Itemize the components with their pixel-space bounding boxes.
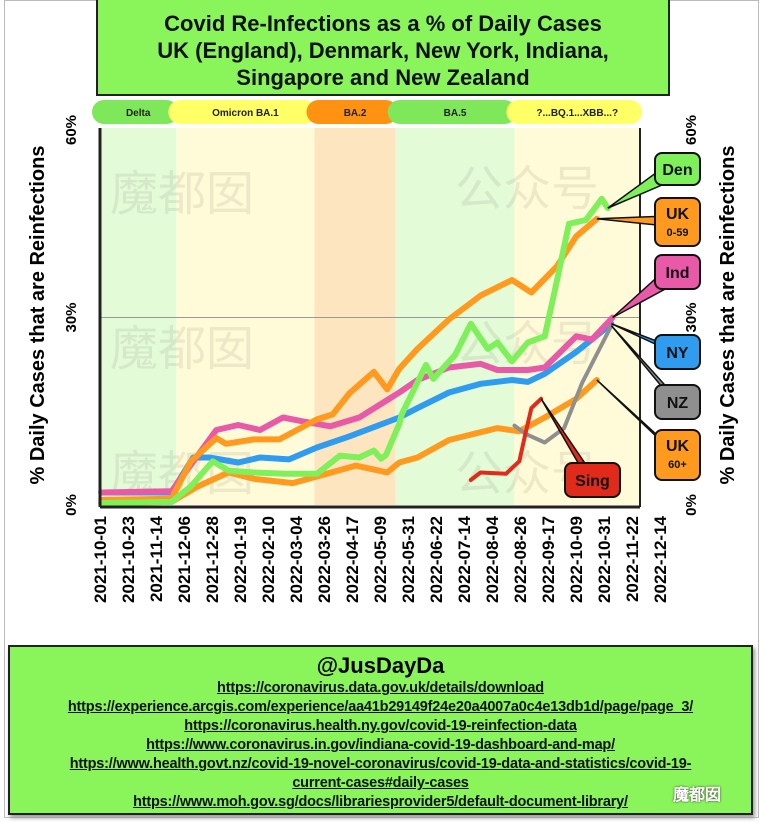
y-axis-label-right: % Daily Cases that are Reinfections <box>717 145 739 484</box>
author-handle: @JusDayDa <box>316 653 445 678</box>
x-tick-label: 2021-12-06 <box>175 516 194 603</box>
source-link-uk[interactable]: https://coronavirus.data.gov.uk/details/… <box>217 680 544 696</box>
x-tick-label: 2022-07-14 <box>455 515 474 603</box>
watermark-text: 魔都囡 <box>110 166 254 222</box>
chart-title-line-2: UK (England), Denmark, New York, Indiana… <box>157 38 609 63</box>
callout-box <box>564 462 621 498</box>
callout-label: Den <box>662 162 692 179</box>
callout-box <box>654 152 701 186</box>
variant-tab-0 <box>92 100 179 124</box>
watermark-badge: 魔都囡 <box>672 787 721 804</box>
callout-label: UK <box>666 438 690 455</box>
x-tick-label: 2022-02-10 <box>259 516 278 603</box>
callout-box <box>654 334 701 370</box>
y-axis-label-left: % Daily Cases that are Reinfections <box>27 145 49 484</box>
x-tick-label: 2022-01-19 <box>231 516 250 603</box>
callout-sublabel: 60+ <box>668 459 687 471</box>
x-tick-label: 2021-10-23 <box>119 516 138 603</box>
chart-title-line-1: Covid Re-Infections as a % of Daily Case… <box>164 11 602 36</box>
callout-sublabel: 0-59 <box>666 227 688 239</box>
variant-band-2 <box>314 128 396 505</box>
source-link-nz[interactable]: https://www.health.govt.nz/covid-19-nove… <box>69 756 692 772</box>
x-tick-label: 2022-12-14 <box>651 515 670 603</box>
series-callouts: Den UK 0-59 Ind NY NZ UK 60+ Sing <box>540 152 701 498</box>
variant-tab-3 <box>387 100 517 124</box>
chart-title-line-3: Singapore and New Zealand <box>236 65 530 90</box>
source-link-ny[interactable]: https://coronavirus.health.ny.gov/covid-… <box>184 718 577 734</box>
callout-box <box>654 197 701 247</box>
callout-box <box>654 254 701 290</box>
x-tick-label: 2021-11-14 <box>147 515 166 602</box>
x-tick-label: 2022-08-26 <box>511 516 530 603</box>
x-tick-label: 2022-10-31 <box>595 516 614 603</box>
x-tick-label: 2022-03-04 <box>287 515 306 603</box>
callout-label: NZ <box>667 395 689 412</box>
source-link-nz-cont[interactable]: current-cases#daily-cases <box>292 775 469 791</box>
y-tick-label-left: 30% <box>63 302 80 332</box>
x-tick-label: 2022-05-31 <box>399 516 418 603</box>
axes: 0% 0% 30% 30% 60% 60% % Daily Cases that are R… <box>27 115 739 603</box>
variant-label: Omicron BA.1 <box>212 108 279 119</box>
y-tick-label-right: 0% <box>683 494 700 516</box>
x-tick-label: 2022-03-26 <box>315 516 334 603</box>
watermark-text: 公众号 <box>455 161 599 217</box>
y-tick-label-right: 60% <box>683 115 700 145</box>
callout-label: Sing <box>575 473 610 490</box>
x-tick-label: 2022-08-04 <box>483 515 502 603</box>
series-line-nz <box>512 323 614 445</box>
variant-band-0 <box>100 128 177 505</box>
variant-band-4 <box>514 128 640 505</box>
x-tick-label: 2021-10-01 <box>91 516 110 603</box>
x-tick-label: 2022-04-17 <box>343 516 362 603</box>
variant-label: ?...BQ.1...XBB...? <box>536 108 618 119</box>
y-tick-label-left: 60% <box>63 115 80 145</box>
variant-label: BA.2 <box>344 108 367 119</box>
x-tick-label: 2022-06-22 <box>427 516 446 603</box>
title-box: Covid Re-Infections as a % of Daily Case… <box>96 0 670 96</box>
callout-label: Ind <box>666 265 690 282</box>
credits-box: @JusDayDa https://coronavirus.data.gov.u… <box>8 645 753 815</box>
variant-label: Delta <box>126 108 151 119</box>
x-tick-label: 2022-11-22 <box>623 516 642 602</box>
watermark-text: 魔都囡 <box>110 321 254 377</box>
variant-label: BA.5 <box>444 108 467 119</box>
callout-label: UK <box>666 206 690 223</box>
x-tick-label: 2022-10-09 <box>567 516 586 603</box>
chart-svg: Delta Omicron BA.1 BA.2 BA.5 ?...BQ.1...XBB.… <box>27 100 739 603</box>
series-line-ny <box>98 320 615 496</box>
x-tick-label: 2022-05-09 <box>371 516 390 603</box>
x-tick-label: 2022-09-17 <box>539 516 558 603</box>
variant-bands: Delta Omicron BA.1 BA.2 BA.5 ?...BQ.1...XBB.… <box>92 100 642 505</box>
callout-label: NY <box>666 345 689 362</box>
x-tick-label: 2021-12-28 <box>203 516 222 603</box>
callout-box <box>654 384 701 420</box>
y-tick-label-left: 0% <box>63 494 80 516</box>
callout-box <box>654 429 701 481</box>
y-tick-label-right: 30% <box>683 302 700 332</box>
variant-tab-2 <box>306 100 398 124</box>
source-link-indiana[interactable]: https://www.coronavirus.in.gov/indiana-c… <box>146 737 615 753</box>
variant-tab-4 <box>506 100 642 124</box>
series-lines <box>98 195 616 507</box>
variant-tab-1 <box>168 100 317 124</box>
source-link-denmark[interactable]: https://experience.arcgis.com/experience… <box>67 699 694 715</box>
source-link-singapore[interactable]: https://www.moh.gov.sg/docs/librariespro… <box>133 794 628 810</box>
